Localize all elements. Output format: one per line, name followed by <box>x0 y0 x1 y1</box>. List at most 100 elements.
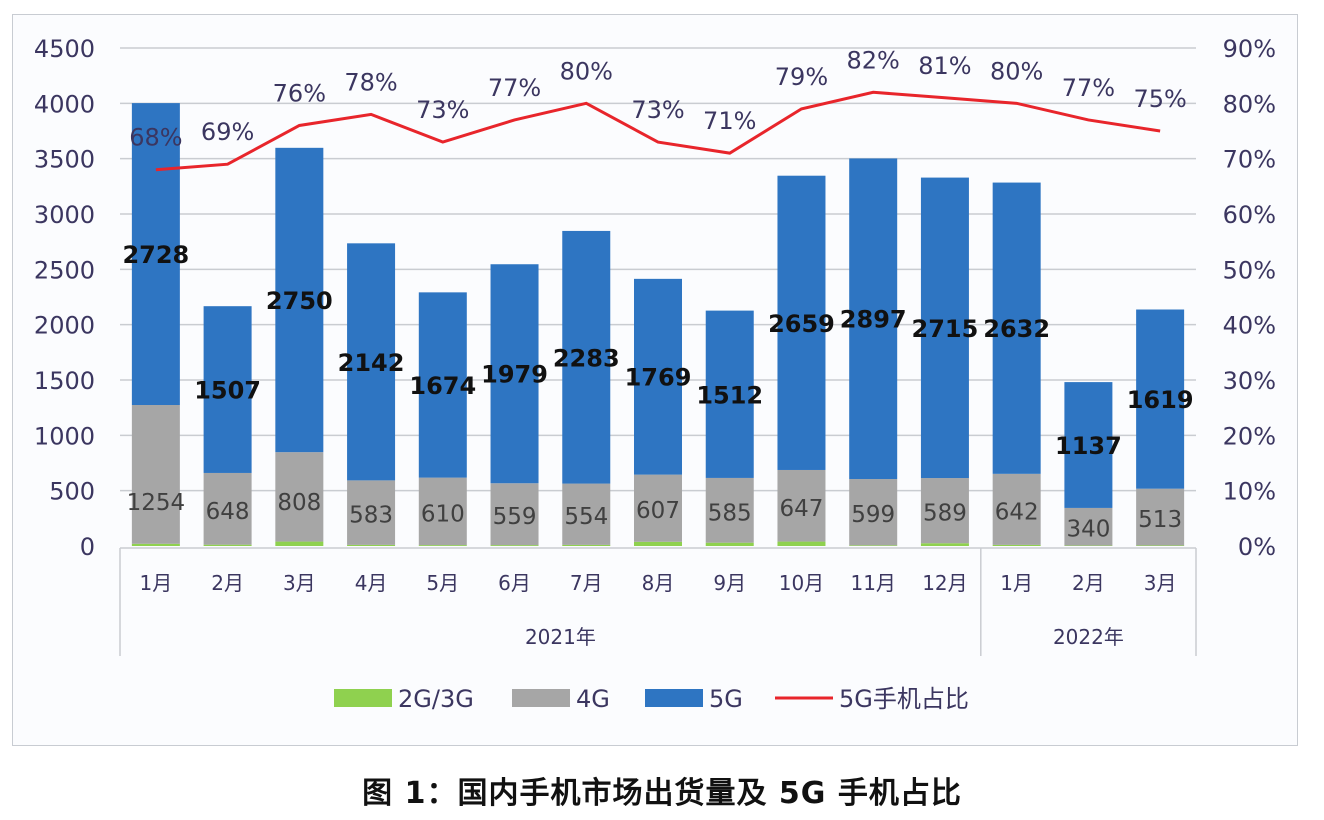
legend-label: 2G/3G <box>398 685 474 713</box>
bar-2g-3g <box>992 544 1041 546</box>
label-5g: 1619 <box>1127 386 1194 414</box>
label-share: 73% <box>416 96 469 124</box>
label-share: 78% <box>344 68 397 96</box>
x-tick: 2月 <box>211 571 244 595</box>
legend-label: 5G手机占比 <box>839 685 969 713</box>
bar-5g <box>418 292 467 478</box>
label-4g: 808 <box>277 490 321 516</box>
bar-5g <box>1064 382 1113 508</box>
y-right-tick: 90% <box>1223 35 1276 63</box>
label-share: 82% <box>847 46 900 74</box>
bar-5g <box>203 306 252 473</box>
label-share: 71% <box>703 107 756 135</box>
legend-swatch <box>512 689 570 707</box>
label-4g: 607 <box>636 498 680 524</box>
label-share: 73% <box>631 96 684 124</box>
label-4g: 513 <box>1138 507 1182 533</box>
bar-5g <box>849 158 898 480</box>
label-4g: 647 <box>780 496 824 522</box>
label-4g: 599 <box>851 502 895 528</box>
label-share: 77% <box>488 74 541 102</box>
bar-5g <box>634 278 682 475</box>
bar-4g <box>705 477 754 543</box>
bar-2g-3g <box>634 541 682 546</box>
y-right-tick: 60% <box>1223 201 1276 229</box>
label-4g: 340 <box>1066 517 1110 543</box>
label-4g: 610 <box>421 501 465 527</box>
label-4g: 1254 <box>127 490 186 516</box>
x-tick: 12月 <box>922 571 967 595</box>
label-share: 75% <box>1133 85 1186 113</box>
legend-label: 4G <box>576 685 610 713</box>
y-left-tick: 4000 <box>34 90 95 118</box>
y-left-tick: 3500 <box>34 146 95 174</box>
legend-swatch <box>645 689 703 707</box>
label-4g: 583 <box>349 503 393 529</box>
bar-5g <box>992 182 1041 474</box>
label-5g: 2283 <box>553 344 620 372</box>
label-share: 80% <box>990 57 1043 85</box>
x-tick: 1月 <box>139 571 172 595</box>
y-left-tick: 0 <box>80 533 95 561</box>
x-tick: 11月 <box>850 571 895 595</box>
label-5g: 2632 <box>983 315 1050 343</box>
y-right-tick: 40% <box>1223 312 1276 340</box>
x-tick: 4月 <box>355 571 388 595</box>
y-right-tick: 10% <box>1223 478 1276 506</box>
bar-4g <box>849 479 898 546</box>
label-5g: 1979 <box>481 361 548 389</box>
x-tick: 3月 <box>283 571 316 595</box>
label-4g: 589 <box>923 501 967 527</box>
label-5g: 1769 <box>625 364 692 392</box>
bar-2g-3g <box>275 541 324 546</box>
y-left-tick: 1000 <box>34 422 95 450</box>
label-4g: 642 <box>995 499 1039 525</box>
label-5g: 2142 <box>338 349 405 377</box>
bar-4g <box>992 473 1041 545</box>
y-right-tick: 20% <box>1223 422 1276 450</box>
y-right-tick: 50% <box>1223 256 1276 284</box>
bar-5g <box>705 310 754 478</box>
bar-4g <box>275 452 324 542</box>
bar-5g <box>275 147 324 453</box>
x-tick: 1月 <box>1000 571 1033 595</box>
bar-2g-3g <box>131 543 180 546</box>
bar-2g-3g <box>562 544 611 546</box>
y-left-tick: 2500 <box>34 256 95 284</box>
label-share: 76% <box>273 79 326 107</box>
x-tick: 8月 <box>642 571 675 595</box>
y-right-tick: 30% <box>1223 367 1276 395</box>
bar-4g <box>920 478 969 544</box>
bar-2g-3g <box>849 545 898 546</box>
label-5g: 1674 <box>409 372 476 400</box>
bar-2g-3g <box>203 544 252 546</box>
y-left-tick: 500 <box>49 478 95 506</box>
label-5g: 2750 <box>266 287 333 315</box>
bar-2g-3g <box>490 545 539 546</box>
label-share: 81% <box>918 52 971 80</box>
label-share: 69% <box>201 118 254 146</box>
bar-2g-3g <box>1136 545 1185 546</box>
bar-5g <box>1136 309 1185 489</box>
bar-4g <box>634 474 682 542</box>
label-4g: 559 <box>493 504 537 530</box>
line-5g-share <box>155 90 1161 172</box>
label-share: 79% <box>775 63 828 91</box>
y-left-tick: 2000 <box>34 312 95 340</box>
label-4g: 585 <box>708 500 752 526</box>
bar-5g <box>347 243 396 481</box>
label-5g: 2728 <box>122 241 189 269</box>
label-5g: 2897 <box>840 306 907 334</box>
bar-4g <box>490 483 539 546</box>
bar-2g-3g <box>920 543 969 546</box>
bar-4g <box>131 405 180 544</box>
label-5g: 2715 <box>912 315 979 343</box>
y-right-tick: 80% <box>1223 90 1276 118</box>
bar-5g <box>131 103 180 406</box>
x-group-label: 2022年 <box>1053 625 1124 649</box>
bar-5g <box>490 264 539 484</box>
bar-5g <box>562 230 611 484</box>
bar-5g <box>920 177 969 479</box>
label-5g: 1512 <box>696 381 763 409</box>
y-left-tick: 4500 <box>34 35 95 63</box>
